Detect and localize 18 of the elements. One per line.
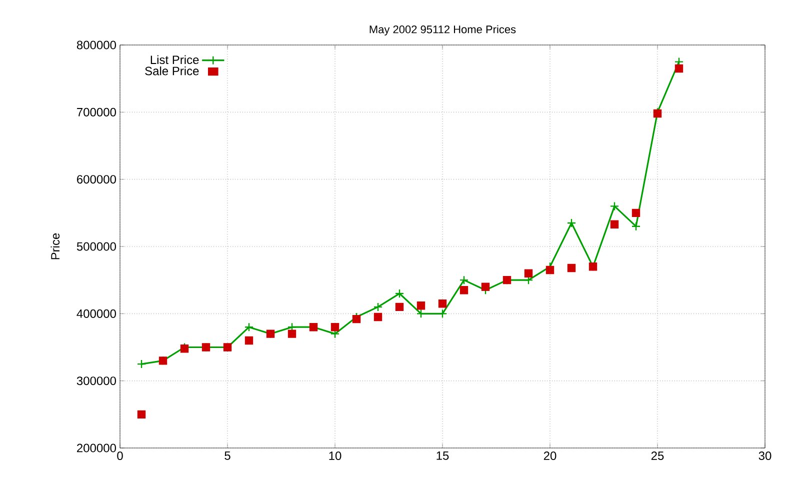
legend-label: List Price <box>150 55 199 64</box>
x-tick-label: 25 <box>651 452 664 460</box>
legend-label: Sale Price <box>145 66 199 76</box>
x-tick-label: 5 <box>224 452 230 460</box>
x-tick-label: 15 <box>436 452 449 460</box>
chart-title: May 2002 95112 Home Prices <box>370 25 516 36</box>
y-tick-label: 300000 <box>76 376 116 386</box>
y-axis-title: Price <box>50 233 60 260</box>
x-tick-label: 0 <box>117 452 123 460</box>
y-tick-label: 700000 <box>77 108 116 116</box>
y-tick-label: 600000 <box>77 175 116 184</box>
y-tick-label: 400000 <box>76 309 116 318</box>
y-tick-label: 800000 <box>76 40 116 50</box>
x-tick-label: 20 <box>544 452 556 460</box>
x-tick-label: 30 <box>758 452 772 460</box>
x-tick-label: 10 <box>329 452 342 460</box>
y-tick-label: 500000 <box>76 242 116 251</box>
y-tick-label: 200000 <box>77 444 116 452</box>
